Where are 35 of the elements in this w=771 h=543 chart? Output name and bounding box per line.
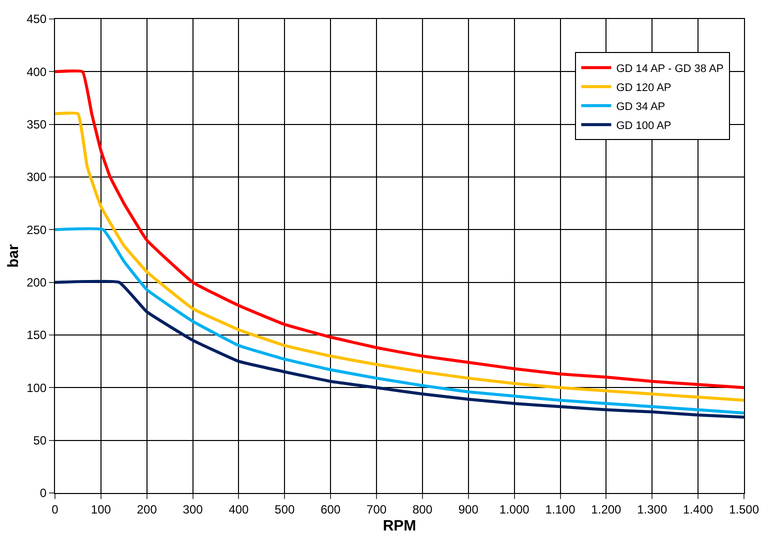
x-tick-label: 400	[228, 502, 250, 516]
y-tick-label: 350	[26, 118, 47, 132]
x-axis-title: RPM	[382, 517, 416, 534]
y-tick-label: 50	[33, 434, 47, 448]
x-tick-label: 1.300	[637, 502, 668, 516]
y-tick-label: 400	[26, 64, 47, 79]
legend-label: GD 34 AP	[616, 100, 666, 113]
x-tick-label: 1.500	[728, 502, 760, 516]
line-series	[55, 112, 744, 402]
y-axis-title: bar	[4, 244, 22, 268]
y-tick-label: 0	[40, 486, 47, 500]
x-tick-label: 900	[458, 502, 479, 516]
x-tick-label: 1.400	[683, 502, 714, 516]
y-tick-label: 300	[26, 170, 47, 184]
y-tick-label: 200	[26, 276, 47, 290]
x-tick-label: 200	[136, 502, 158, 516]
x-tick-label: 100	[90, 502, 112, 516]
y-tick-label: 250	[26, 222, 47, 237]
legend-label: GD 120 AP	[616, 82, 672, 94]
x-tick-label: 1.000	[499, 502, 530, 516]
line-series	[55, 280, 744, 419]
x-tick-label: 0	[52, 502, 59, 516]
x-tick-label: 1.100	[545, 502, 576, 516]
line-series	[55, 227, 744, 414]
x-tick-label: 1.200	[591, 502, 622, 516]
y-tick-label: 100	[26, 380, 47, 395]
y-tick-label: 150	[26, 328, 47, 342]
x-tick-label: 800	[412, 502, 433, 516]
legend-label: GD 14 AP - GD 38 AP	[616, 62, 724, 75]
x-tick-label: 300	[182, 502, 204, 516]
x-tick-label: 600	[320, 502, 341, 516]
y-tick-label: 450	[26, 12, 47, 26]
x-tick-label: 500	[274, 502, 295, 516]
legend-label: GD 100 AP	[616, 120, 672, 132]
x-tick-label: 700	[366, 502, 387, 516]
